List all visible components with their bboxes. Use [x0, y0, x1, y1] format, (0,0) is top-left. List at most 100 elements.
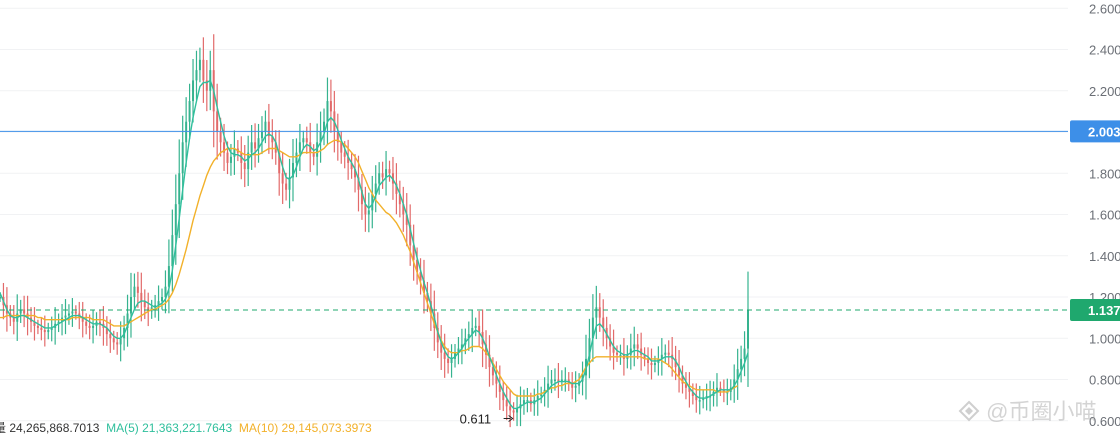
candle-body	[505, 400, 508, 407]
candle-body	[233, 148, 236, 157]
candle-body	[340, 142, 343, 153]
candle-body	[678, 367, 681, 376]
candle-body	[19, 309, 22, 314]
candle-body	[140, 292, 143, 302]
candle-body	[588, 338, 591, 359]
candle-body	[726, 391, 729, 394]
candle-body	[512, 410, 515, 413]
y-tick-label: 2.200	[1089, 84, 1120, 99]
candle-body	[440, 342, 443, 353]
candle-body	[616, 352, 619, 355]
candle-body	[633, 344, 636, 349]
candle-body	[260, 132, 263, 139]
candle-body	[416, 259, 419, 273]
candle-body	[167, 266, 170, 287]
price-lines	[0, 130, 1068, 311]
candle-body	[385, 169, 388, 178]
y-tick-label: 1.600	[1089, 208, 1120, 223]
candle-body	[147, 307, 150, 312]
candle-body	[684, 383, 687, 388]
candle-body	[264, 121, 267, 132]
candle-body	[285, 183, 288, 190]
candle-body	[643, 354, 646, 359]
volume-legend-ma10: MA(10) 29,145,073.3973	[238, 421, 372, 435]
volume-legend-vol: 量 24,265,868.7013	[0, 421, 100, 435]
candle-body	[571, 383, 574, 388]
candle-body	[378, 173, 381, 184]
candle-body	[109, 334, 112, 339]
candle-body	[171, 235, 174, 267]
candle-body	[281, 173, 284, 184]
candle-body	[50, 327, 53, 330]
candle-body	[553, 379, 556, 381]
candle-body	[747, 309, 749, 349]
candle-body	[474, 325, 477, 328]
watermark: @币圈小喵	[958, 394, 1096, 426]
candle-body	[219, 132, 222, 143]
candle-body	[595, 307, 598, 318]
candle-body	[250, 142, 253, 153]
candle-body	[422, 280, 425, 293]
candle-body	[647, 358, 650, 363]
candle-body	[229, 156, 232, 163]
candle-body	[653, 363, 656, 366]
candle-body	[640, 348, 643, 355]
candle-body	[491, 367, 494, 376]
candle-body	[174, 204, 177, 236]
candle-body	[540, 393, 543, 396]
candle-body	[419, 272, 422, 281]
candle-body	[295, 152, 298, 163]
candle-body	[433, 313, 436, 328]
candle-body	[71, 311, 74, 314]
candle-body	[471, 327, 474, 335]
candle-body	[516, 408, 519, 413]
candle-body	[223, 142, 226, 153]
y-tick-label: 0.600	[1089, 414, 1120, 429]
low-annotation: 0.611	[460, 411, 514, 426]
candle-body	[360, 189, 363, 205]
y-tick-label: 2.400	[1089, 43, 1120, 58]
candle-body	[291, 162, 294, 178]
candle-body	[181, 142, 184, 174]
candle-body	[316, 142, 319, 157]
candle-body	[112, 338, 115, 343]
candle-body	[116, 342, 119, 345]
grid-lines	[0, 7, 1068, 422]
candle-body	[736, 369, 739, 380]
price-tag	[1070, 298, 1120, 321]
candle-body	[374, 183, 377, 194]
candle-body	[457, 348, 460, 353]
candle-body	[650, 363, 653, 366]
candle-body	[357, 177, 360, 190]
candle-body	[691, 391, 694, 396]
candle-body	[488, 354, 491, 368]
candle-body	[447, 358, 450, 363]
candle-body	[705, 396, 708, 399]
candle-body	[329, 101, 332, 112]
candle-body	[40, 327, 43, 330]
candle-body	[347, 156, 350, 163]
candle-body	[98, 321, 101, 324]
candle-body	[702, 398, 705, 401]
candle-body	[398, 193, 401, 205]
price-tags: 2.003 1.137	[1070, 120, 1120, 321]
candle-body	[154, 305, 157, 308]
candle-body	[688, 387, 691, 392]
candle-body	[402, 204, 405, 215]
candle-body	[495, 375, 498, 384]
candle-body	[67, 313, 70, 316]
low-annotation-label: 0.611	[460, 411, 492, 426]
candle-body	[443, 352, 446, 359]
candle-body	[336, 132, 339, 143]
candle-body	[733, 379, 736, 388]
candle-body	[722, 389, 725, 392]
candle-body	[0, 297, 1, 299]
candle-body	[460, 344, 463, 349]
candle-body	[312, 152, 315, 157]
candle-body	[288, 177, 291, 190]
candle-body	[609, 338, 612, 347]
candle-body	[364, 204, 367, 215]
candle-body	[612, 346, 615, 353]
candle-body	[526, 400, 529, 402]
